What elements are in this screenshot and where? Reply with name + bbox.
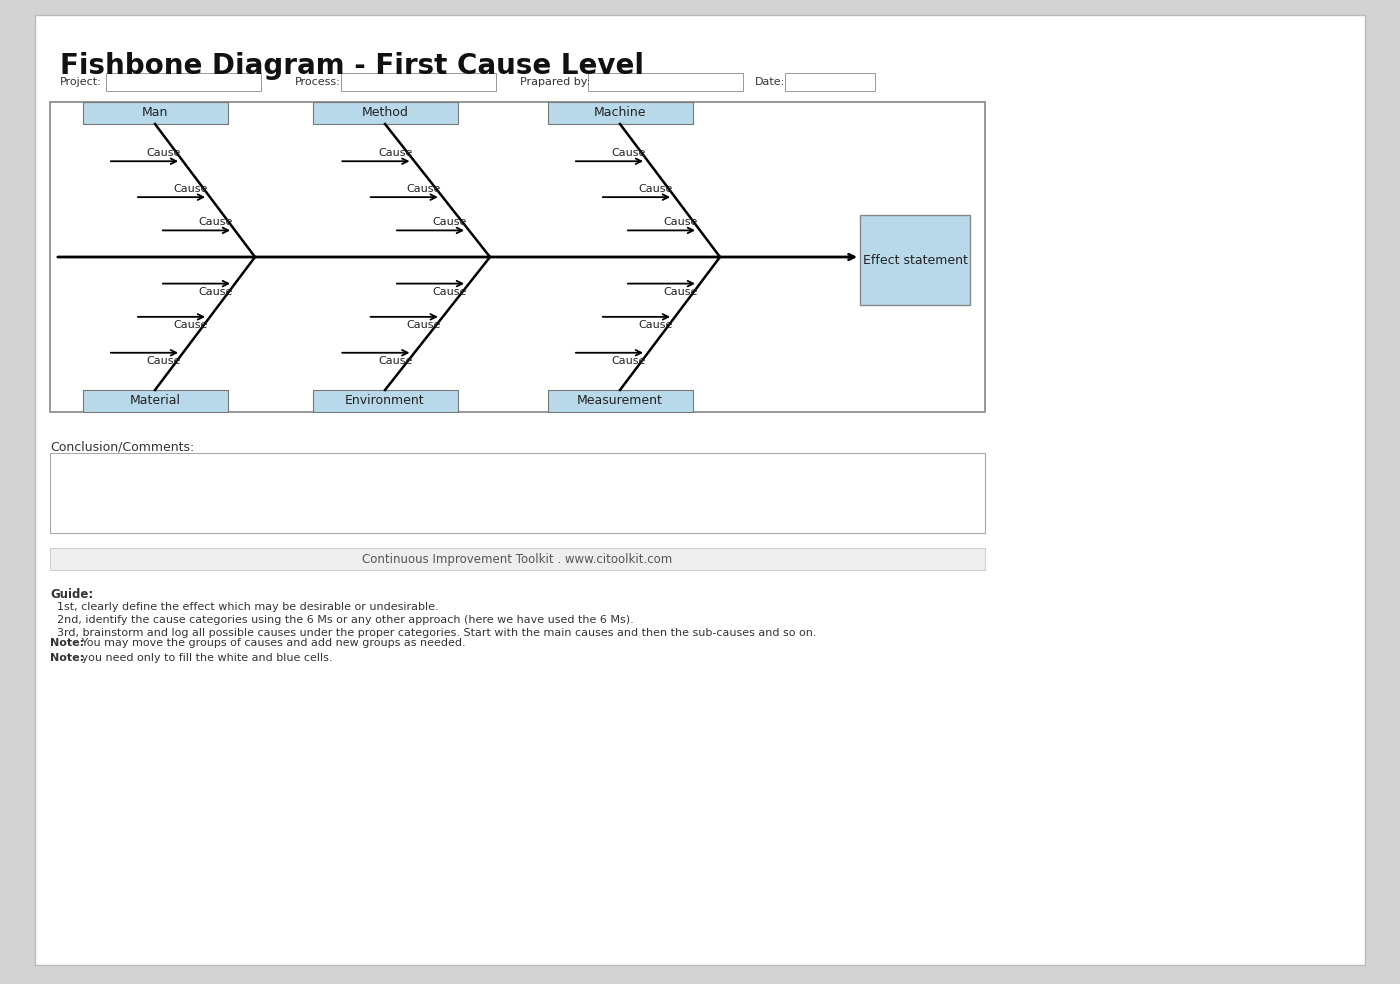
Text: Cause: Cause [199, 286, 232, 296]
Text: Cause: Cause [378, 356, 413, 366]
Text: Effect statement: Effect statement [862, 254, 967, 267]
Text: Cause: Cause [406, 184, 441, 194]
Bar [83, 390, 227, 412]
Text: Environment: Environment [346, 395, 424, 407]
Text: Conclusion/Comments:: Conclusion/Comments: [50, 440, 195, 453]
Bar [312, 390, 458, 412]
Text: Continuous Improvement Toolkit . www.citoolkit.com: Continuous Improvement Toolkit . www.cit… [363, 552, 672, 566]
Text: Note:: Note: [50, 638, 84, 648]
Text: 2nd, identify the cause categories using the 6 Ms or any other approach (here we: 2nd, identify the cause categories using… [50, 615, 634, 625]
Bar [588, 73, 743, 91]
Bar [860, 215, 970, 305]
Text: Cause: Cause [638, 184, 673, 194]
Text: Cause: Cause [638, 320, 673, 330]
Text: Man: Man [141, 106, 168, 119]
Text: Method: Method [361, 106, 409, 119]
Text: Cause: Cause [378, 149, 413, 158]
Bar [83, 102, 227, 124]
Text: Cause: Cause [664, 217, 699, 227]
Text: Measurement: Measurement [577, 395, 664, 407]
Bar [312, 102, 458, 124]
Text: Cause: Cause [433, 286, 468, 296]
Bar [784, 73, 875, 91]
Bar [547, 390, 693, 412]
Bar [547, 102, 693, 124]
Text: Date:: Date: [755, 77, 785, 87]
Text: Prapared by:: Prapared by: [519, 77, 591, 87]
Text: Cause: Cause [664, 286, 699, 296]
Text: Material: Material [129, 395, 181, 407]
Text: Cause: Cause [174, 184, 209, 194]
Text: Fishbone Diagram - First Cause Level: Fishbone Diagram - First Cause Level [60, 52, 644, 80]
Text: 3rd, brainstorm and log all possible causes under the proper categories. Start w: 3rd, brainstorm and log all possible cau… [50, 628, 816, 638]
Text: Cause: Cause [612, 149, 645, 158]
Text: You may move the groups of causes and add new groups as needed.: You may move the groups of causes and ad… [78, 638, 466, 648]
Text: Process:: Process: [295, 77, 340, 87]
Text: Cause: Cause [147, 356, 181, 366]
Bar [106, 73, 260, 91]
Text: Note:: Note: [50, 653, 84, 663]
Bar [50, 102, 986, 412]
Text: Cause: Cause [147, 149, 181, 158]
Bar [50, 548, 986, 570]
Text: Cause: Cause [406, 320, 441, 330]
Text: Cause: Cause [199, 217, 232, 227]
Text: Cause: Cause [174, 320, 209, 330]
Bar [50, 453, 986, 533]
Text: you need only to fill the white and blue cells.: you need only to fill the white and blue… [78, 653, 333, 663]
Text: Cause: Cause [433, 217, 468, 227]
Bar [342, 73, 496, 91]
Text: Cause: Cause [612, 356, 645, 366]
Text: Project:: Project: [60, 77, 102, 87]
Text: 1st, clearly define the effect which may be desirable or undesirable.: 1st, clearly define the effect which may… [50, 602, 438, 612]
Text: Machine: Machine [594, 106, 647, 119]
Text: Guide:: Guide: [50, 588, 94, 601]
